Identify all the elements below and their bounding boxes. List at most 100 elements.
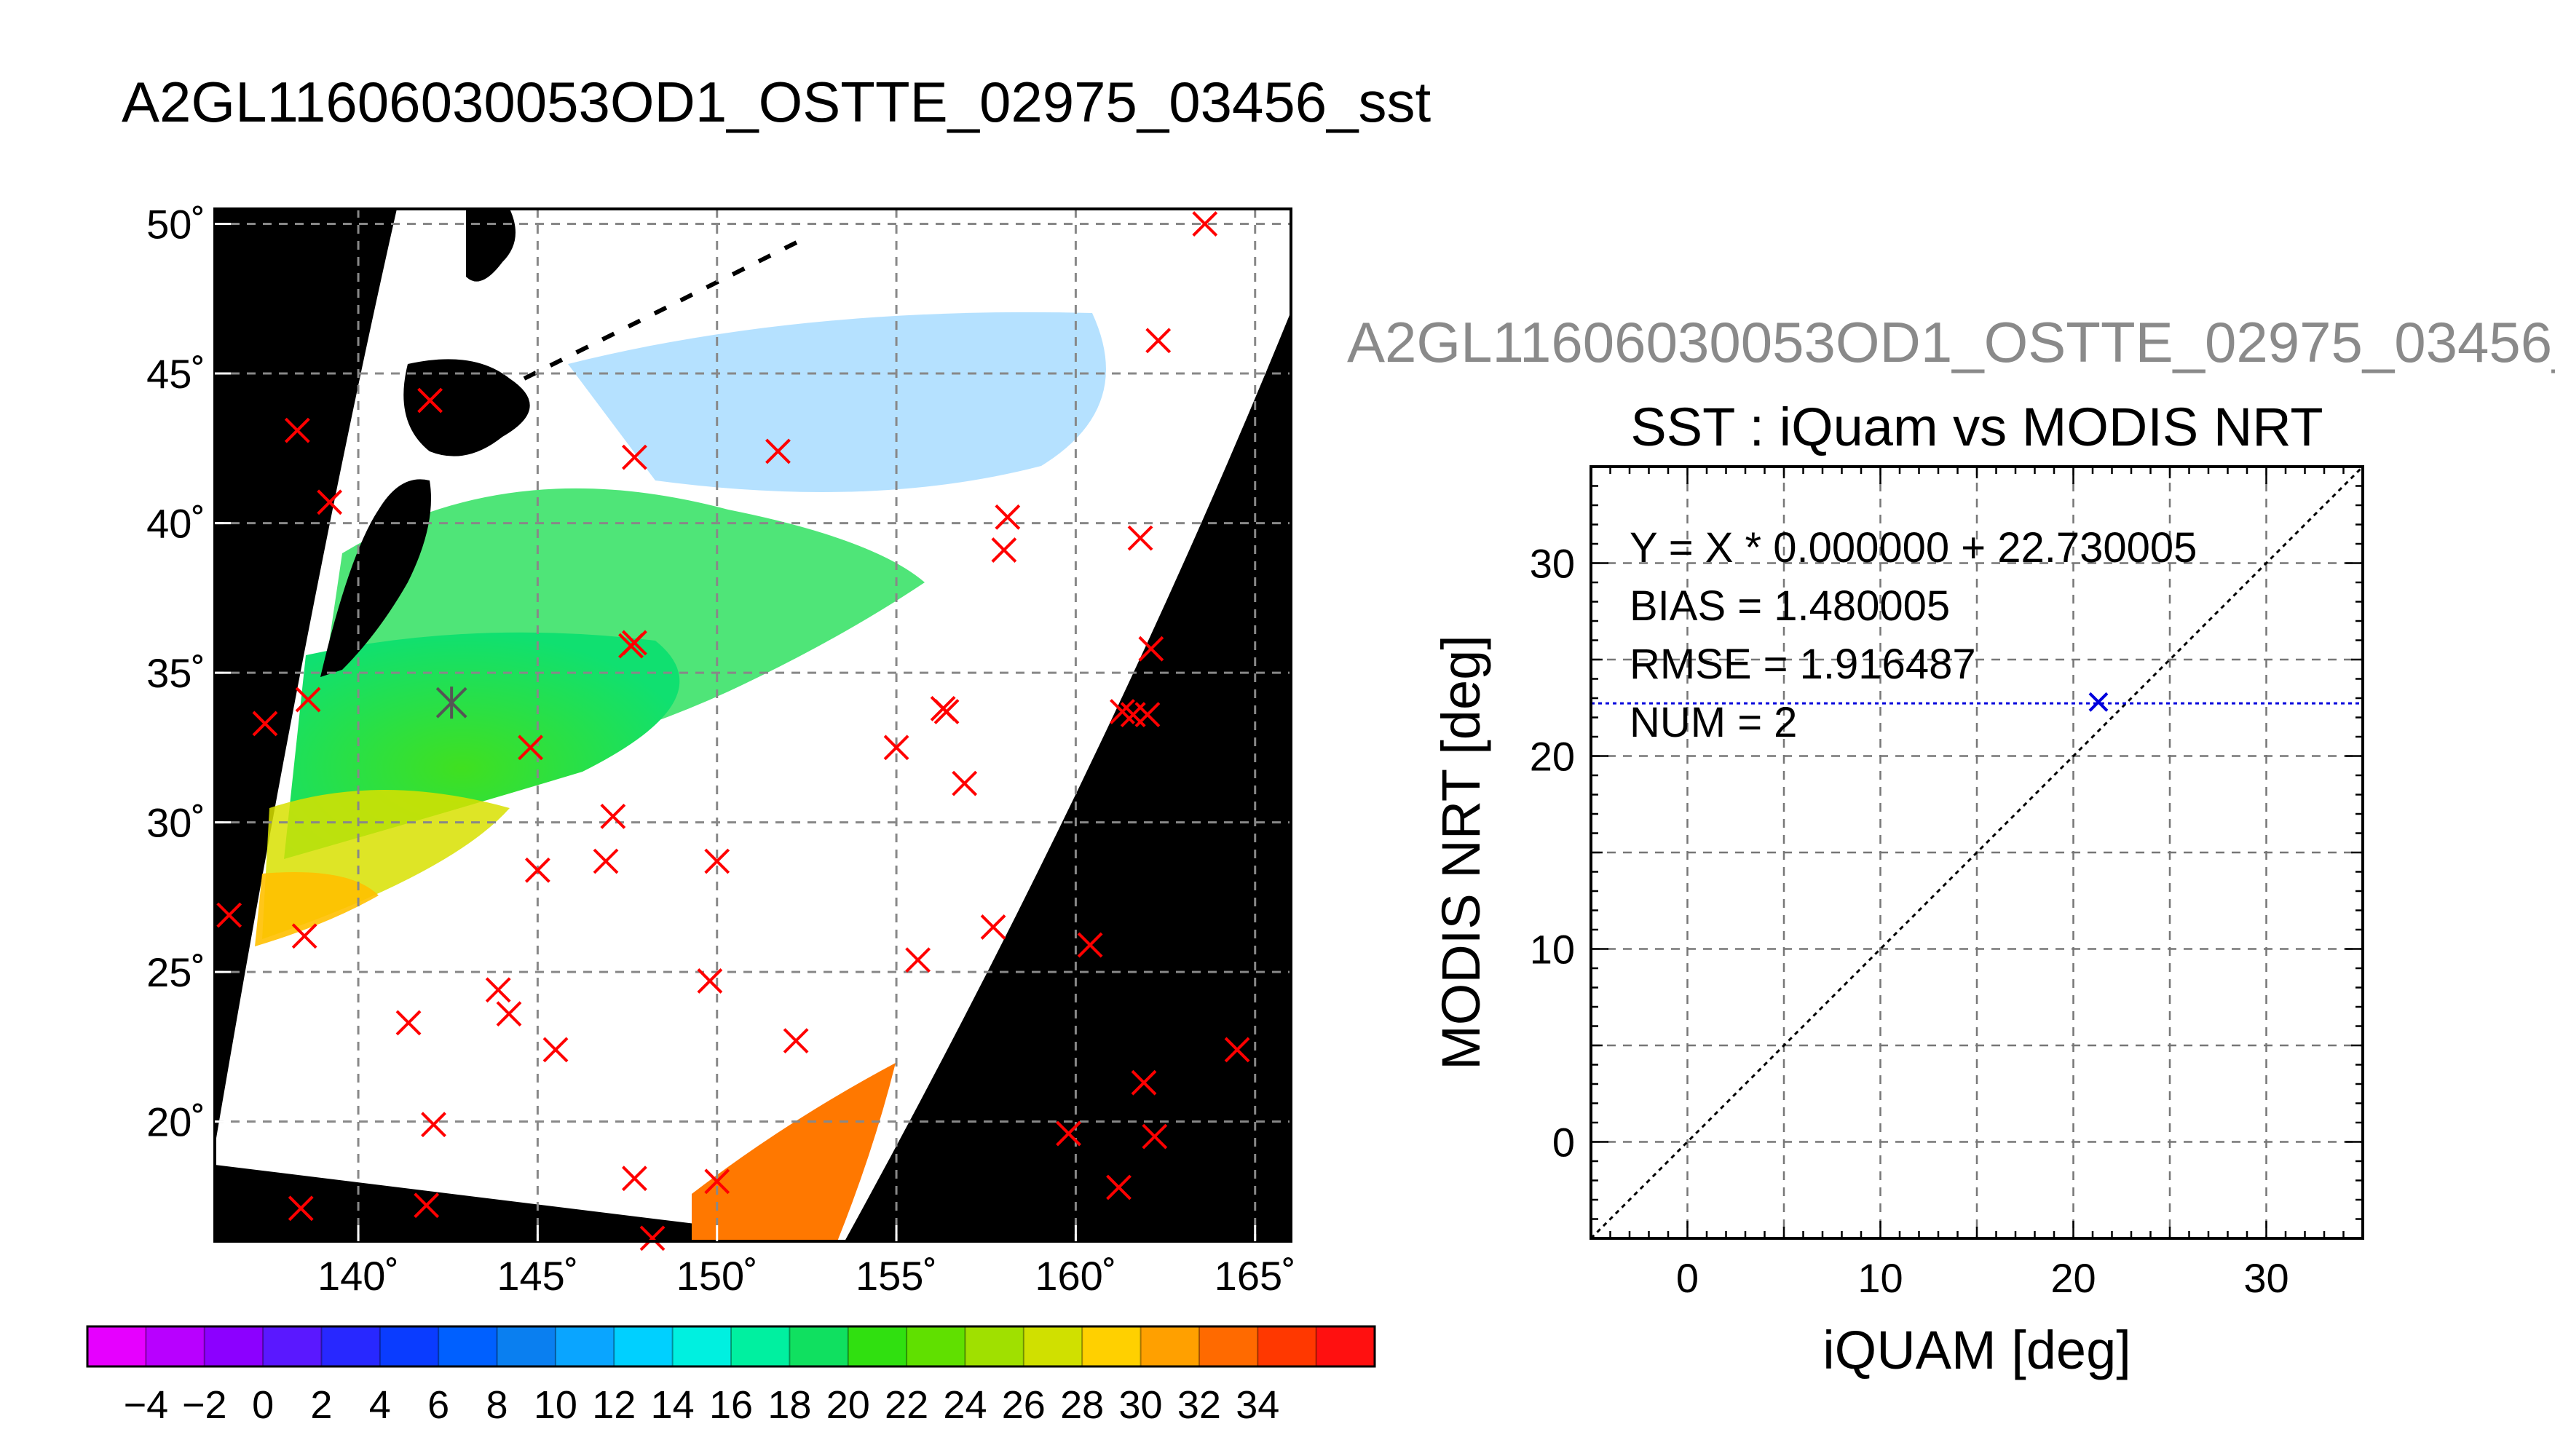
buoy-marker	[622, 444, 647, 470]
map-y-tick-label: 25˚	[146, 949, 205, 995]
matched-buoy-marker	[435, 687, 467, 719]
map-x-tick-label: 145˚	[497, 1253, 578, 1299]
buoy-marker	[284, 417, 310, 443]
buoy-marker	[704, 1168, 730, 1195]
colorbar-tick-label: 30	[1119, 1383, 1163, 1427]
colorbar-segment	[1257, 1326, 1317, 1366]
buoy-marker	[1138, 636, 1164, 662]
map-y-tick-label: 35˚	[146, 650, 205, 696]
colorbar-segment	[614, 1326, 674, 1366]
colorbar-tick-label: 24	[943, 1383, 987, 1427]
map-y-tick-label: 30˚	[146, 800, 205, 846]
colorbar-tick-label: 0	[252, 1383, 274, 1427]
buoy-marker	[905, 947, 931, 973]
colorbar-segment	[438, 1326, 498, 1366]
colorbar-segment	[1082, 1326, 1142, 1366]
map-x-tick-label: 165˚	[1215, 1253, 1296, 1299]
colorbar-frame	[86, 1325, 1376, 1368]
colorbar-tick-label: 6	[427, 1383, 449, 1427]
buoy-marker	[1077, 932, 1103, 958]
buoy-marker	[395, 1010, 422, 1036]
colorbar-segment	[555, 1326, 615, 1366]
buoy-marker	[1131, 1069, 1157, 1096]
buoy-marker	[1056, 1120, 1081, 1147]
map-x-tick-label: 160˚	[1035, 1253, 1116, 1299]
buoy-marker	[288, 1195, 314, 1222]
buoy-marker	[1142, 1123, 1168, 1150]
buoy-marker	[639, 1225, 666, 1251]
buoy-marker	[1192, 211, 1218, 237]
colorbar-tick-label: 8	[486, 1383, 508, 1427]
page-title: A2GL11606030053OD1_OSTTE_02975_03456_sst	[122, 70, 1431, 134]
buoy-marker	[995, 504, 1021, 530]
buoy-marker	[980, 914, 1006, 940]
colorbar-segment	[907, 1326, 966, 1366]
colorbar-segment	[321, 1326, 381, 1366]
land-honshu	[320, 479, 431, 677]
colorbar-segment	[672, 1326, 732, 1366]
colorbar-tick-label: 34	[1236, 1383, 1279, 1427]
colorbar-tick-label: 4	[369, 1383, 391, 1427]
map-y-tick-label: 45˚	[146, 351, 205, 397]
buoy-marker	[518, 735, 543, 761]
colorbar: −4 −2 0 2 4 6 8 10 12 14 16 18 20 22 24 26 28 30 32 34	[86, 1325, 1376, 1427]
colorbar-segment	[1140, 1326, 1200, 1366]
colorbar-tick-label: 20	[826, 1383, 870, 1427]
colorbar-segment	[848, 1326, 908, 1366]
colorbar-segment	[1316, 1326, 1375, 1366]
buoy-marker	[252, 711, 278, 737]
buoy-marker	[952, 770, 978, 796]
land-sakhalin	[466, 209, 516, 282]
sst-field-hot	[692, 1063, 896, 1241]
buoy-marker	[1127, 525, 1153, 551]
buoy-marker	[1106, 1174, 1132, 1200]
buoy-marker	[1224, 1037, 1250, 1063]
buoy-marker	[524, 857, 550, 883]
buoy-marker	[496, 1001, 522, 1027]
colorbar-tick-label: 26	[1002, 1383, 1046, 1427]
buoy-marker	[1134, 702, 1161, 728]
land-hokkaido	[403, 359, 530, 456]
colorbar-tick-label: 22	[885, 1383, 928, 1427]
buoy-marker	[417, 387, 443, 414]
colorbar-tick-label: 28	[1060, 1383, 1104, 1427]
colorbar-segment	[497, 1326, 556, 1366]
buoy-marker	[765, 438, 791, 464]
map-x-ticks: 140˚ 145˚ 150˚ 155˚ 160˚ 165˚	[317, 1225, 1296, 1299]
buoy-marker	[697, 968, 723, 994]
map-grid	[215, 209, 1291, 1241]
colorbar-segment	[789, 1326, 849, 1366]
sst-field-north	[568, 312, 1106, 492]
colorbar-segment	[965, 1326, 1024, 1366]
colorbar-tick-label: 10	[534, 1383, 577, 1427]
kuril-islands	[523, 238, 802, 381]
map-y-tick-label: 40˚	[146, 501, 205, 547]
buoy-marker	[295, 687, 321, 713]
buoy-marker	[485, 977, 511, 1003]
map-markers	[216, 211, 1250, 1251]
buoy-marker	[883, 735, 909, 761]
buoy-marker	[317, 489, 343, 515]
colorbar-segment	[87, 1326, 147, 1366]
buoy-marker	[542, 1037, 569, 1063]
colorbar-segment	[1198, 1326, 1259, 1366]
colorbar-segment	[204, 1326, 264, 1366]
buoy-marker	[421, 1112, 446, 1138]
colorbar-tick-label: −4	[124, 1383, 169, 1427]
colorbar-tick-label: 14	[651, 1383, 695, 1427]
buoy-marker	[291, 923, 317, 949]
buoy-marker	[991, 537, 1017, 563]
colorbar-tick-label: 2	[310, 1383, 332, 1427]
buoy-marker	[783, 1028, 809, 1054]
colorbar-segment	[146, 1326, 205, 1366]
colorbar-segment	[379, 1326, 440, 1366]
buoy-marker	[600, 803, 626, 829]
map-y-tick-label: 50˚	[146, 202, 205, 248]
map-x-tick-label: 140˚	[317, 1253, 399, 1299]
buoy-marker	[930, 695, 956, 721]
colorbar-tick-label: 12	[592, 1383, 636, 1427]
buoy-marker	[1145, 328, 1172, 354]
colorbar-tick-label: −2	[182, 1383, 227, 1427]
map-y-ticks: 20˚ 25˚ 30˚ 35˚ 40˚ 45˚ 50˚	[146, 202, 231, 1145]
